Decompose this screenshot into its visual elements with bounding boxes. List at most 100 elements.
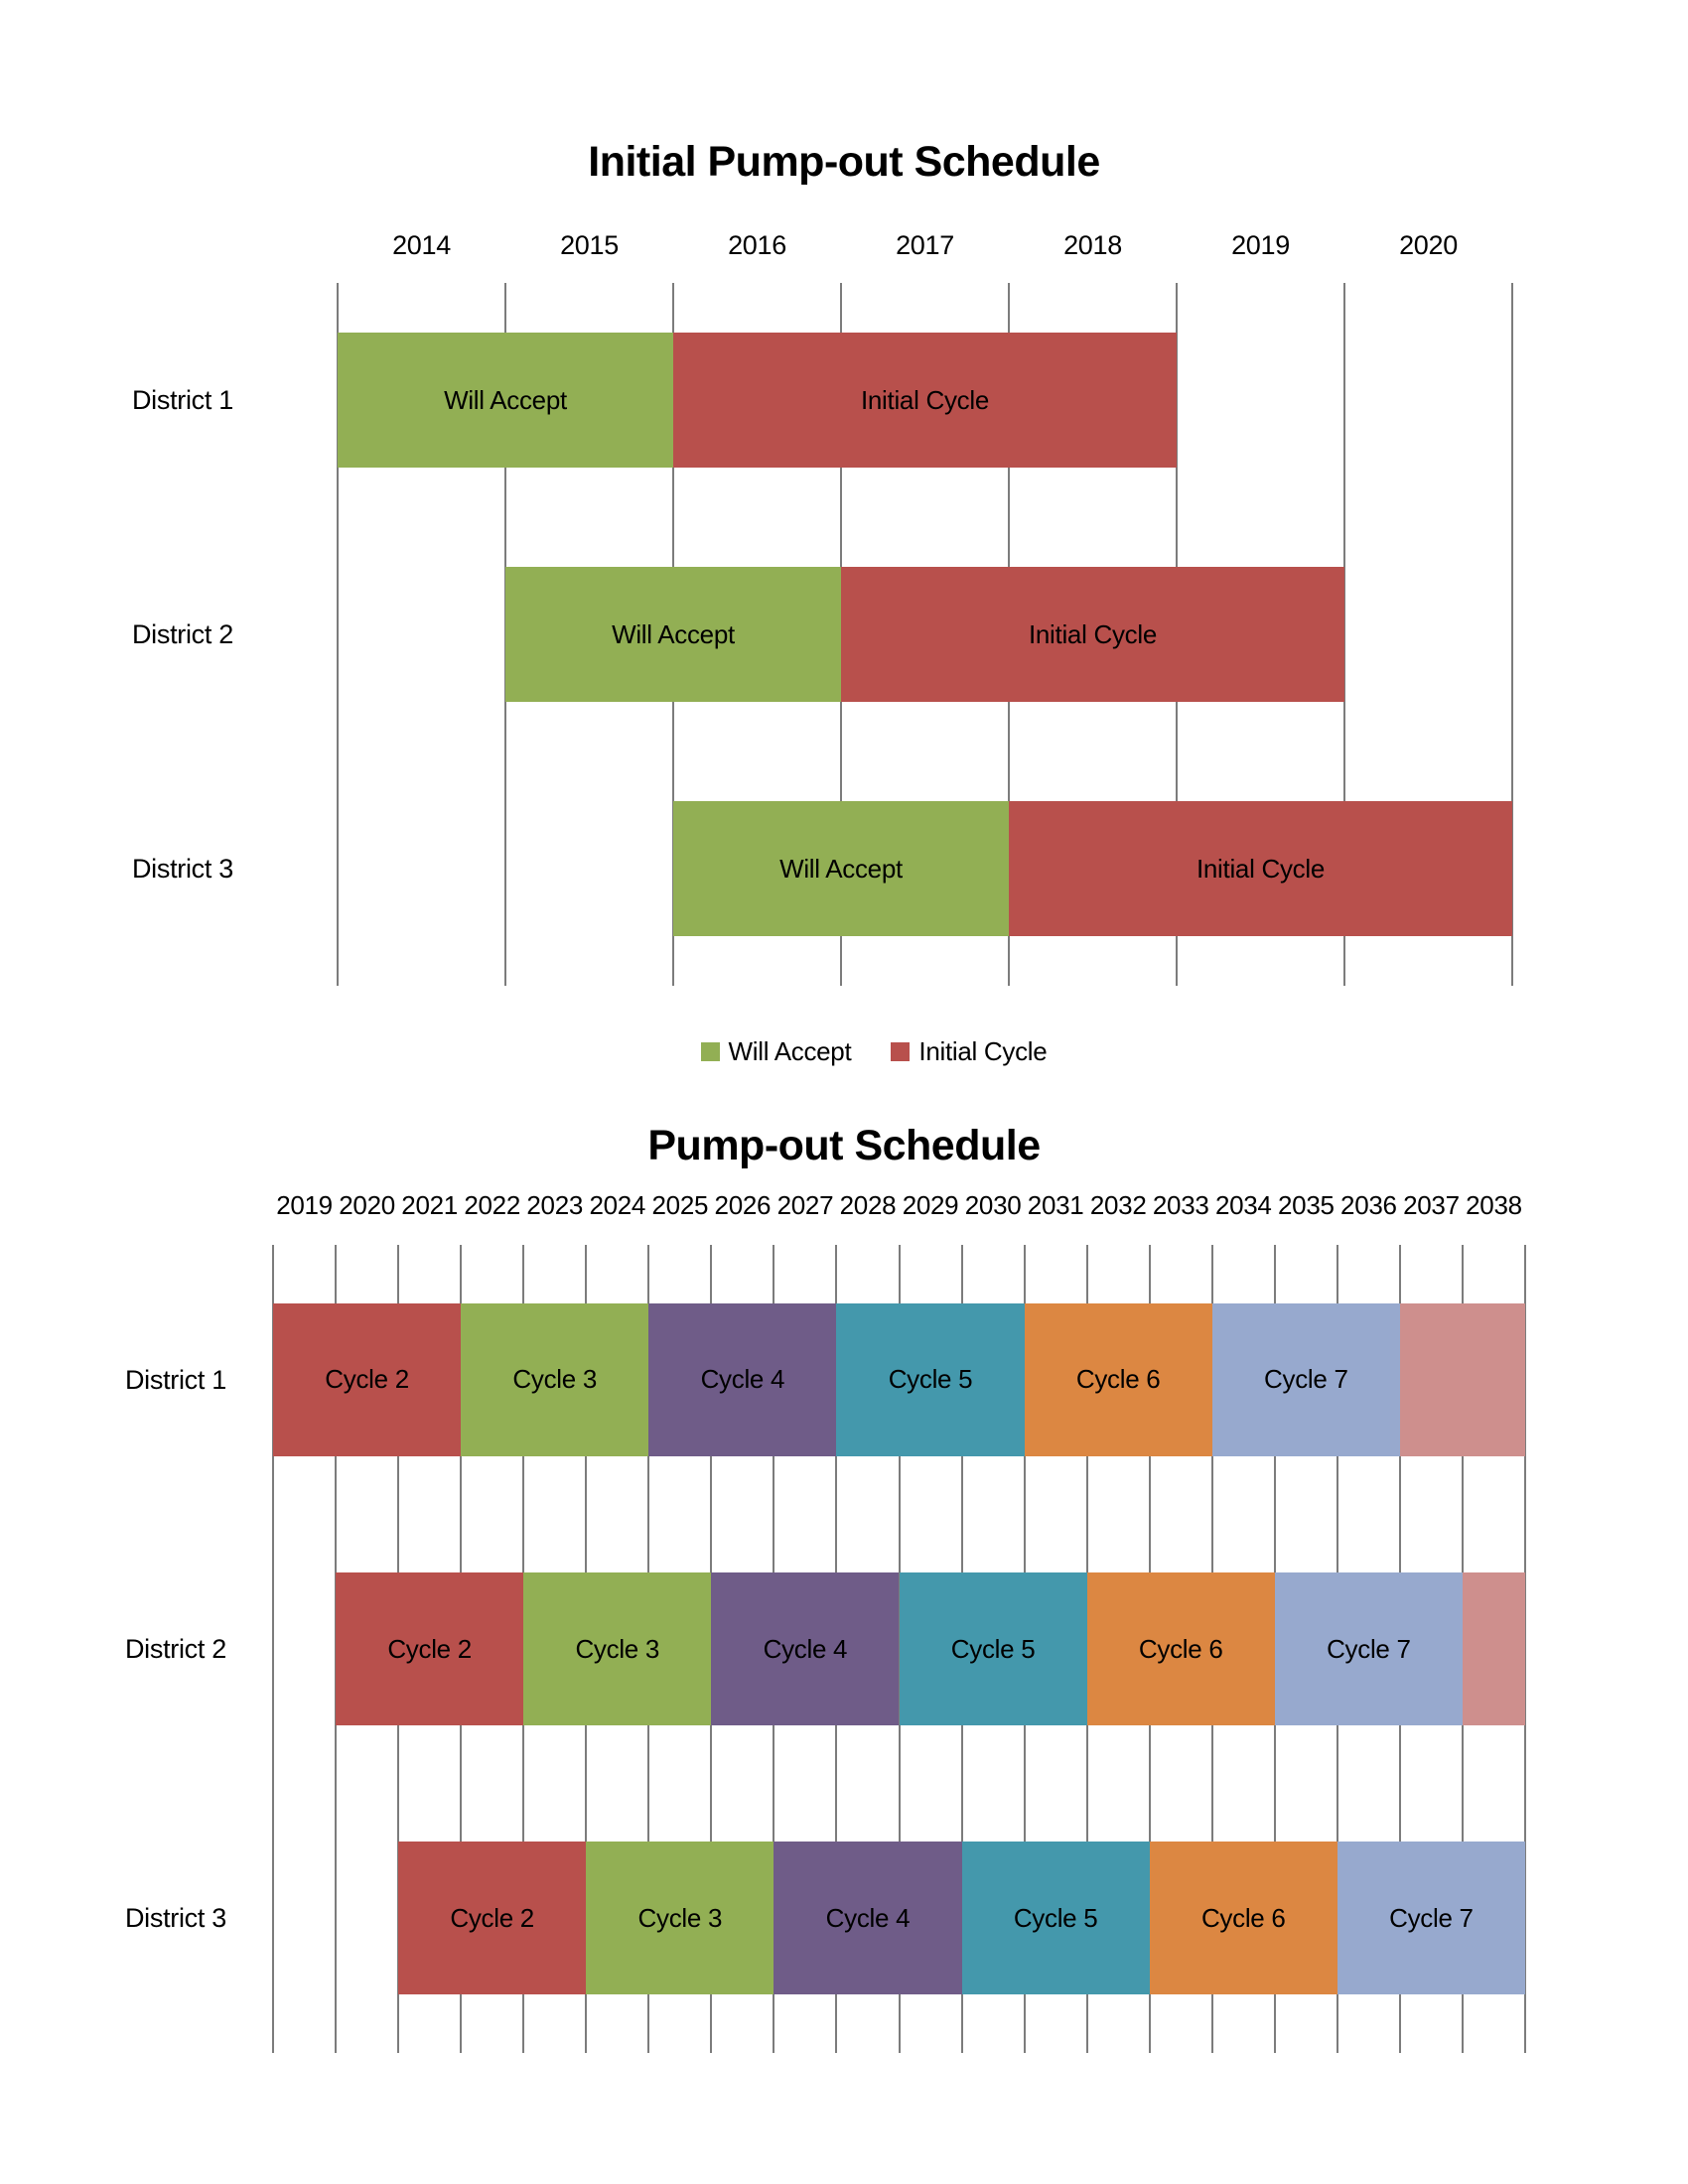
year-tick-label: 2027 [776, 1190, 834, 1220]
gridline [1008, 283, 1010, 986]
year-tick-label: 2014 [392, 230, 451, 260]
gantt-bar [1399, 1302, 1525, 1456]
year-tick-label: 2024 [589, 1190, 646, 1220]
gantt-bar: Cycle 2 [336, 1572, 524, 1725]
gridline [1086, 1245, 1088, 2053]
gantt-bar: Cycle 5 [899, 1572, 1087, 1725]
gantt-bar: Cycle 2 [398, 1842, 587, 1995]
year-tick-label: 2025 [651, 1190, 709, 1220]
gantt-bar: Will Accept [338, 333, 673, 468]
bar-label: Initial Cycle [1028, 618, 1158, 649]
gridline [522, 1245, 524, 2053]
gantt-bar: Cycle 6 [1149, 1842, 1337, 1995]
gridline [585, 1245, 587, 2053]
year-tick-label: 2037 [1403, 1190, 1460, 1220]
year-tick-label: 2036 [1340, 1190, 1397, 1220]
bar-label: Cycle 6 [1200, 1902, 1286, 1933]
year-tick-label: 2028 [839, 1190, 897, 1220]
bar-label: Cycle 3 [575, 1633, 660, 1664]
year-tick-label: 2032 [1089, 1190, 1147, 1220]
gridline [1511, 283, 1513, 986]
legend-item: Will Accept [700, 1034, 852, 1068]
year-tick-label: 2015 [560, 230, 619, 260]
row-label: District 1 [124, 1364, 226, 1395]
gridline [1343, 283, 1345, 986]
bar-label: Cycle 2 [387, 1633, 472, 1664]
bar-label: Cycle 4 [700, 1364, 785, 1395]
bar-label: Cycle 2 [325, 1364, 409, 1395]
year-tick-label: 2016 [728, 230, 786, 260]
year-tick-label: 2022 [464, 1190, 520, 1220]
bar-label: Cycle 4 [763, 1633, 848, 1664]
bar-label: Cycle 3 [512, 1364, 598, 1395]
year-tick-label: 2020 [339, 1190, 395, 1220]
gridline [773, 1245, 774, 2053]
year-tick-label: 2030 [964, 1190, 1022, 1220]
chart-title: Pump-out Schedule [647, 1122, 1041, 1169]
year-tick-label: 2029 [902, 1190, 959, 1220]
gantt-bar: Initial Cycle [673, 333, 1177, 468]
bar-label: Will Accept [779, 853, 903, 884]
gridline [337, 283, 339, 986]
legend-color-swatch [700, 1041, 720, 1061]
bar-label: Cycle 6 [1138, 1633, 1223, 1664]
gridline [672, 283, 674, 986]
gantt-bar: Cycle 4 [711, 1572, 900, 1725]
bar-label: Cycle 5 [888, 1364, 973, 1395]
gantt-bar: Cycle 5 [961, 1842, 1150, 1995]
bar-label: Cycle 5 [950, 1633, 1036, 1664]
year-tick-label: 2020 [1399, 230, 1458, 260]
year-tick-label: 2033 [1152, 1190, 1209, 1220]
gantt-bar: Cycle 5 [836, 1302, 1025, 1456]
gantt-bar: Cycle 4 [774, 1842, 962, 1995]
year-tick-label: 2023 [526, 1190, 584, 1220]
gridline [272, 1245, 274, 2053]
gridline [840, 283, 842, 986]
year-tick-label: 2019 [1231, 230, 1290, 260]
year-tick-label: 2018 [1063, 230, 1122, 260]
bar-label: Cycle 7 [1264, 1364, 1348, 1395]
gridline [899, 1245, 901, 2053]
gantt-bar: Will Accept [505, 567, 841, 702]
gridline [961, 1245, 963, 2053]
gridline [504, 283, 506, 986]
gantt-bar [1462, 1572, 1525, 1725]
bar-label: Cycle 2 [450, 1902, 534, 1933]
gridline [1176, 283, 1178, 986]
bar-label: Cycle 6 [1075, 1364, 1161, 1395]
legend-label: Will Accept [728, 1036, 852, 1066]
year-tick-label: 2034 [1214, 1190, 1272, 1220]
gridline [1211, 1245, 1213, 2053]
gridline [1524, 1245, 1526, 2053]
gantt-bar: Will Accept [673, 801, 1009, 936]
chart-title: Initial Pump-out Schedule [588, 138, 1100, 186]
gantt-bar: Cycle 4 [648, 1302, 837, 1456]
bar-label: Cycle 5 [1013, 1902, 1098, 1933]
bar-label: Cycle 7 [1389, 1902, 1474, 1933]
bar-label: Initial Cycle [860, 384, 990, 415]
year-tick-label: 2021 [401, 1190, 458, 1220]
gantt-bar: Cycle 3 [523, 1572, 712, 1725]
plot-area: Will Accept Initial Cycle Will Accept Initi… [337, 283, 1513, 986]
gridline [1462, 1245, 1464, 2053]
gantt-bar: Initial Cycle [841, 567, 1344, 702]
year-tick-label: 2019 [276, 1190, 333, 1220]
gridline [1336, 1245, 1338, 2053]
gridline [1274, 1245, 1276, 2053]
year-tick-label: 2026 [714, 1190, 772, 1220]
gantt-bar: Cycle 3 [586, 1842, 774, 1995]
legend: Will Accept Initial Cycle [30, 1034, 1688, 1068]
row-label: District 3 [124, 1903, 226, 1934]
bar-label: Cycle 3 [637, 1902, 723, 1933]
gantt-bar: Cycle 7 [1274, 1572, 1463, 1725]
gridline [647, 1245, 649, 2053]
gridline [460, 1245, 462, 2053]
gantt-bar: Cycle 3 [461, 1302, 649, 1456]
gridline [835, 1245, 837, 2053]
gantt-bar: Cycle 7 [1211, 1302, 1400, 1456]
bar-label: Cycle 4 [825, 1902, 911, 1933]
legend-item: Initial Cycle [891, 1034, 1048, 1068]
